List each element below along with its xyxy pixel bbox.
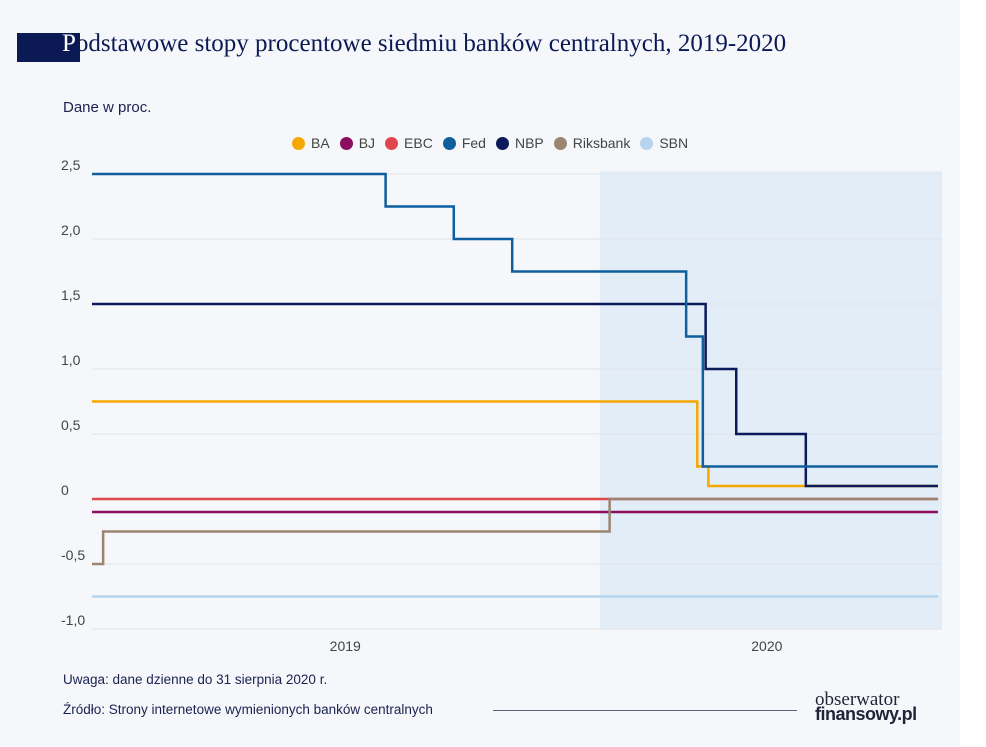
legend-label: SBN <box>659 135 689 151</box>
legend-item-nbp: NBP <box>495 135 544 151</box>
legend-swatch <box>442 136 456 150</box>
y-tick-label: 1,0 <box>61 352 81 368</box>
legend-label: EBC <box>404 135 433 151</box>
source: Źródło: Strony internetowe wymienionych … <box>63 702 433 717</box>
legend-swatch <box>339 136 353 150</box>
y-tick-label: -0,5 <box>61 547 85 563</box>
legend-swatch <box>292 136 305 150</box>
source-divider <box>493 710 797 711</box>
y-tick-label: 1,5 <box>61 287 81 303</box>
legend-label: Fed <box>461 135 486 151</box>
legend-item-ba: BA <box>292 135 330 151</box>
title-first-letter: P <box>62 30 76 57</box>
y-tick-label: 2,0 <box>61 222 81 238</box>
y-tick-label: 2,5 <box>61 157 81 173</box>
legend-item-ebc: EBC <box>385 135 433 151</box>
legend: BA BJ EBC Fed NBP Riksbank SBN <box>292 135 688 151</box>
legend-swatch <box>553 136 567 150</box>
legend-item-riksbank: Riksbank <box>553 135 631 151</box>
series-line-nbp <box>92 302 938 488</box>
x-tick-label: 2020 <box>751 638 782 654</box>
legend-swatch <box>640 136 654 150</box>
series-line-riksbank <box>92 497 938 566</box>
legend-item-bj: BJ <box>339 135 376 151</box>
series-line-fed <box>92 172 938 468</box>
legend-label: BA <box>311 135 330 151</box>
legend-label: NBP <box>514 135 544 151</box>
y-tick-label: 0 <box>61 482 69 498</box>
chart-title: Podstawowe stopy procentowe siedmiu bank… <box>62 30 786 58</box>
y-tick-label: -1,0 <box>61 612 85 628</box>
logo-line1: obserwator <box>815 689 900 710</box>
logo-line2: finansowy.pl <box>815 704 917 724</box>
title-accent-bar <box>17 33 80 62</box>
note: Uwaga: dane dzienne do 31 sierpnia 2020 … <box>63 672 328 687</box>
legend-swatch <box>495 136 509 150</box>
title-text: odstawowe stopy procentowe siedmiu bankó… <box>75 30 787 57</box>
logo: obserwator finansowy.pl <box>815 689 917 724</box>
x-tick-label: 2019 <box>330 638 361 654</box>
legend-item-sbn: SBN <box>640 135 688 151</box>
shaded-region-2020 <box>599 171 942 629</box>
legend-label: Riksbank <box>572 135 631 151</box>
legend-label: BJ <box>358 135 376 151</box>
legend-swatch <box>385 136 399 150</box>
unit-label: Dane w proc. <box>63 99 152 116</box>
y-tick-label: 0,5 <box>61 417 81 433</box>
legend-item-fed: Fed <box>442 135 486 151</box>
